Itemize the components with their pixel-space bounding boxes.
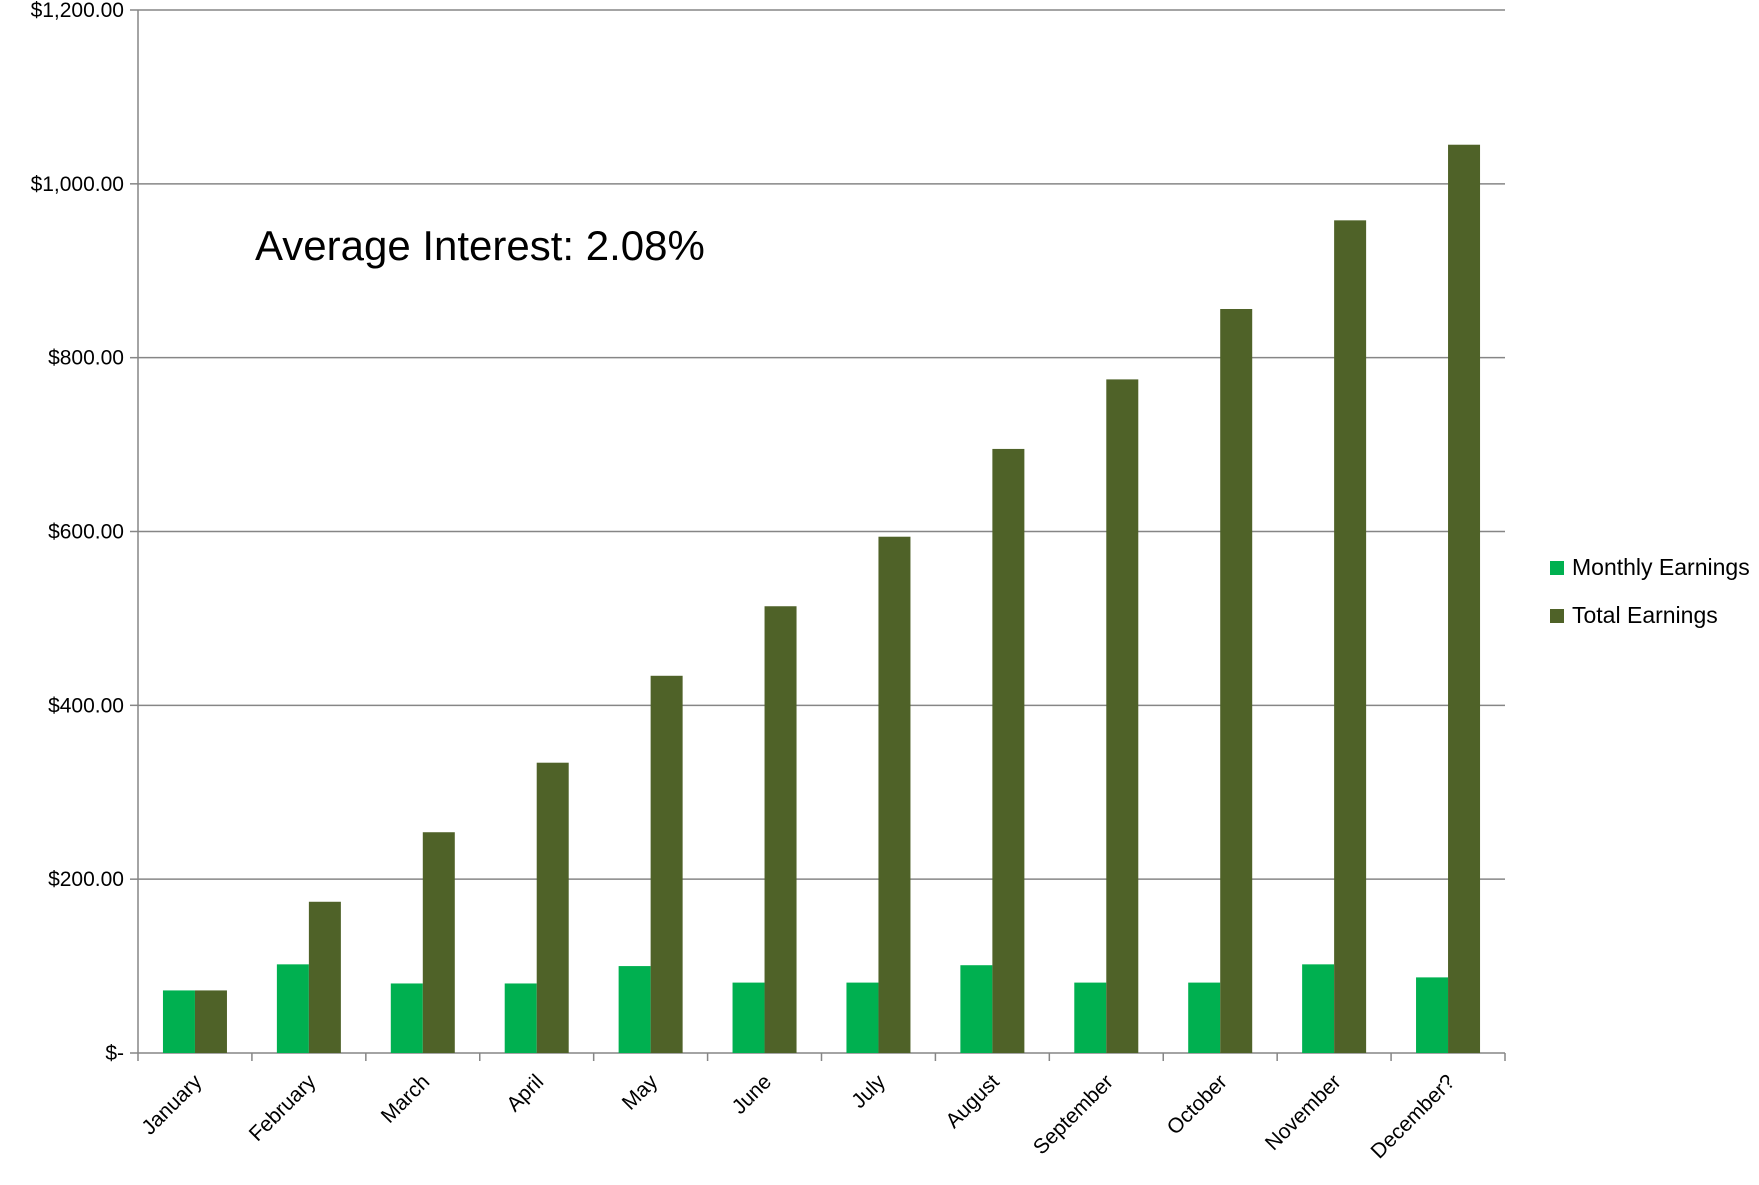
x-axis: January February March April May June July Augu…	[137, 1052, 1506, 1163]
bar-total-earnings	[194, 990, 227, 1053]
bar-monthly-earnings	[618, 966, 651, 1053]
bar-monthly-earnings	[162, 990, 195, 1053]
y-tick-label: $200.00	[48, 868, 124, 891]
x-category-label: March	[377, 1070, 435, 1128]
bar-total-earnings	[878, 536, 911, 1053]
bar-monthly-earnings	[504, 983, 537, 1053]
x-category-label: April	[502, 1070, 548, 1116]
bar-total-earnings	[1106, 379, 1139, 1053]
gridlines	[138, 9, 1505, 880]
legend-label: Monthly Earnings	[1572, 554, 1750, 580]
x-category-label: January	[137, 1070, 206, 1139]
bar-monthly-earnings	[732, 982, 765, 1053]
x-category-label: November	[1261, 1070, 1346, 1155]
bar-monthly-earnings	[276, 964, 309, 1053]
y-tick-label: $-	[105, 1042, 124, 1065]
bar-total-earnings	[1448, 144, 1481, 1054]
legend-label: Total Earnings	[1572, 602, 1718, 628]
bar-total-earnings	[650, 675, 683, 1053]
bar-total-earnings	[992, 448, 1025, 1053]
bar-total-earnings	[308, 901, 341, 1053]
y-tick-label: $800.00	[48, 347, 124, 370]
legend-swatch	[1550, 609, 1564, 623]
y-tick-label: $1,000.00	[31, 173, 124, 196]
x-category-label: June	[728, 1070, 776, 1118]
bar-total-earnings	[1334, 220, 1367, 1054]
bar-monthly-earnings	[1188, 982, 1221, 1053]
bar-monthly-earnings	[1416, 977, 1449, 1053]
bar-monthly-earnings	[1074, 982, 1107, 1053]
legend: Monthly Earnings Total Earnings	[1550, 554, 1750, 628]
legend-swatch	[1550, 561, 1564, 575]
bar-monthly-earnings	[1302, 964, 1335, 1053]
y-tick-label: $1,200.00	[31, 0, 124, 22]
y-tick-label: $400.00	[48, 694, 124, 717]
x-category-label: February	[245, 1070, 321, 1146]
x-category-label: August	[941, 1070, 1004, 1133]
bar-total-earnings	[1220, 308, 1253, 1053]
x-category-label: September	[1029, 1070, 1118, 1159]
y-axis: $- $200.00 $400.00 $600.00 $800.00 $1,000.00 $…	[31, 0, 139, 1065]
bar-monthly-earnings	[960, 965, 993, 1053]
bar-total-earnings	[764, 606, 797, 1053]
bar-monthly-earnings	[390, 983, 423, 1053]
x-category-label: July	[847, 1070, 890, 1113]
bar-total-earnings	[422, 832, 455, 1053]
x-category-label: October	[1163, 1070, 1232, 1139]
bars	[162, 144, 1481, 1054]
average-interest-annotation: Average Interest: 2.08%	[255, 222, 705, 269]
bar-total-earnings	[536, 762, 569, 1053]
x-category-label: May	[618, 1070, 663, 1115]
y-tick-label: $600.00	[48, 521, 124, 544]
x-category-label: December?	[1367, 1070, 1460, 1163]
bar-monthly-earnings	[846, 982, 879, 1053]
